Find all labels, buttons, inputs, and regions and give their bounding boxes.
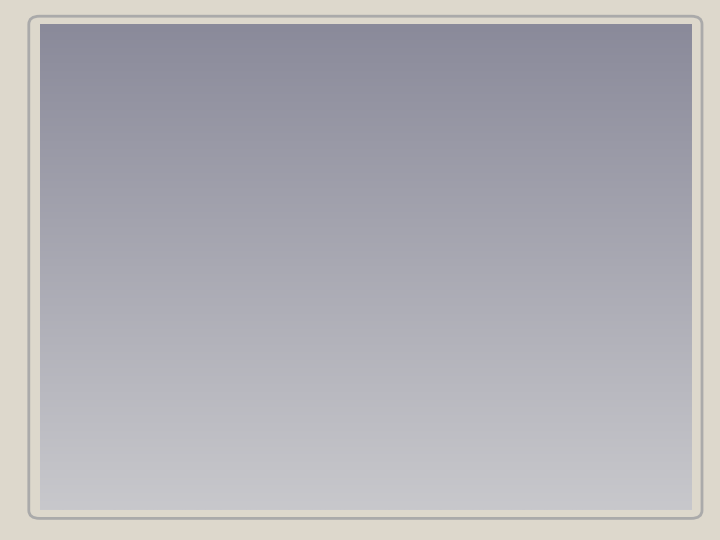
Text: sigmoidal kinetics: sigmoidal kinetics xyxy=(69,173,288,192)
Text: kinase cascades: kinase cascades xyxy=(69,379,267,399)
Text: ATP activation/CTP inhibition of ATCase: ATP activation/CTP inhibition of ATCase xyxy=(69,141,523,160)
Text: kinase: kinase xyxy=(69,236,161,255)
Text: cAMP activation of cAMP-dependent protein: cAMP activation of cAMP-dependent protei… xyxy=(69,204,575,224)
Text: Summary of regulatory mechanisms: Summary of regulatory mechanisms xyxy=(45,29,667,58)
Text: Ser/Thr protein kinases, Tyr kinases,: Ser/Thr protein kinases, Tyr kinases, xyxy=(69,348,532,367)
FancyBboxPatch shape xyxy=(40,24,691,85)
Text: (1)  Allosteric regulation: (1) Allosteric regulation xyxy=(69,105,338,124)
Text: (2)  Reversible covalent modification: (2) Reversible covalent modification xyxy=(69,282,475,301)
Text: Phosphorylation: Phosphorylation xyxy=(69,316,269,335)
